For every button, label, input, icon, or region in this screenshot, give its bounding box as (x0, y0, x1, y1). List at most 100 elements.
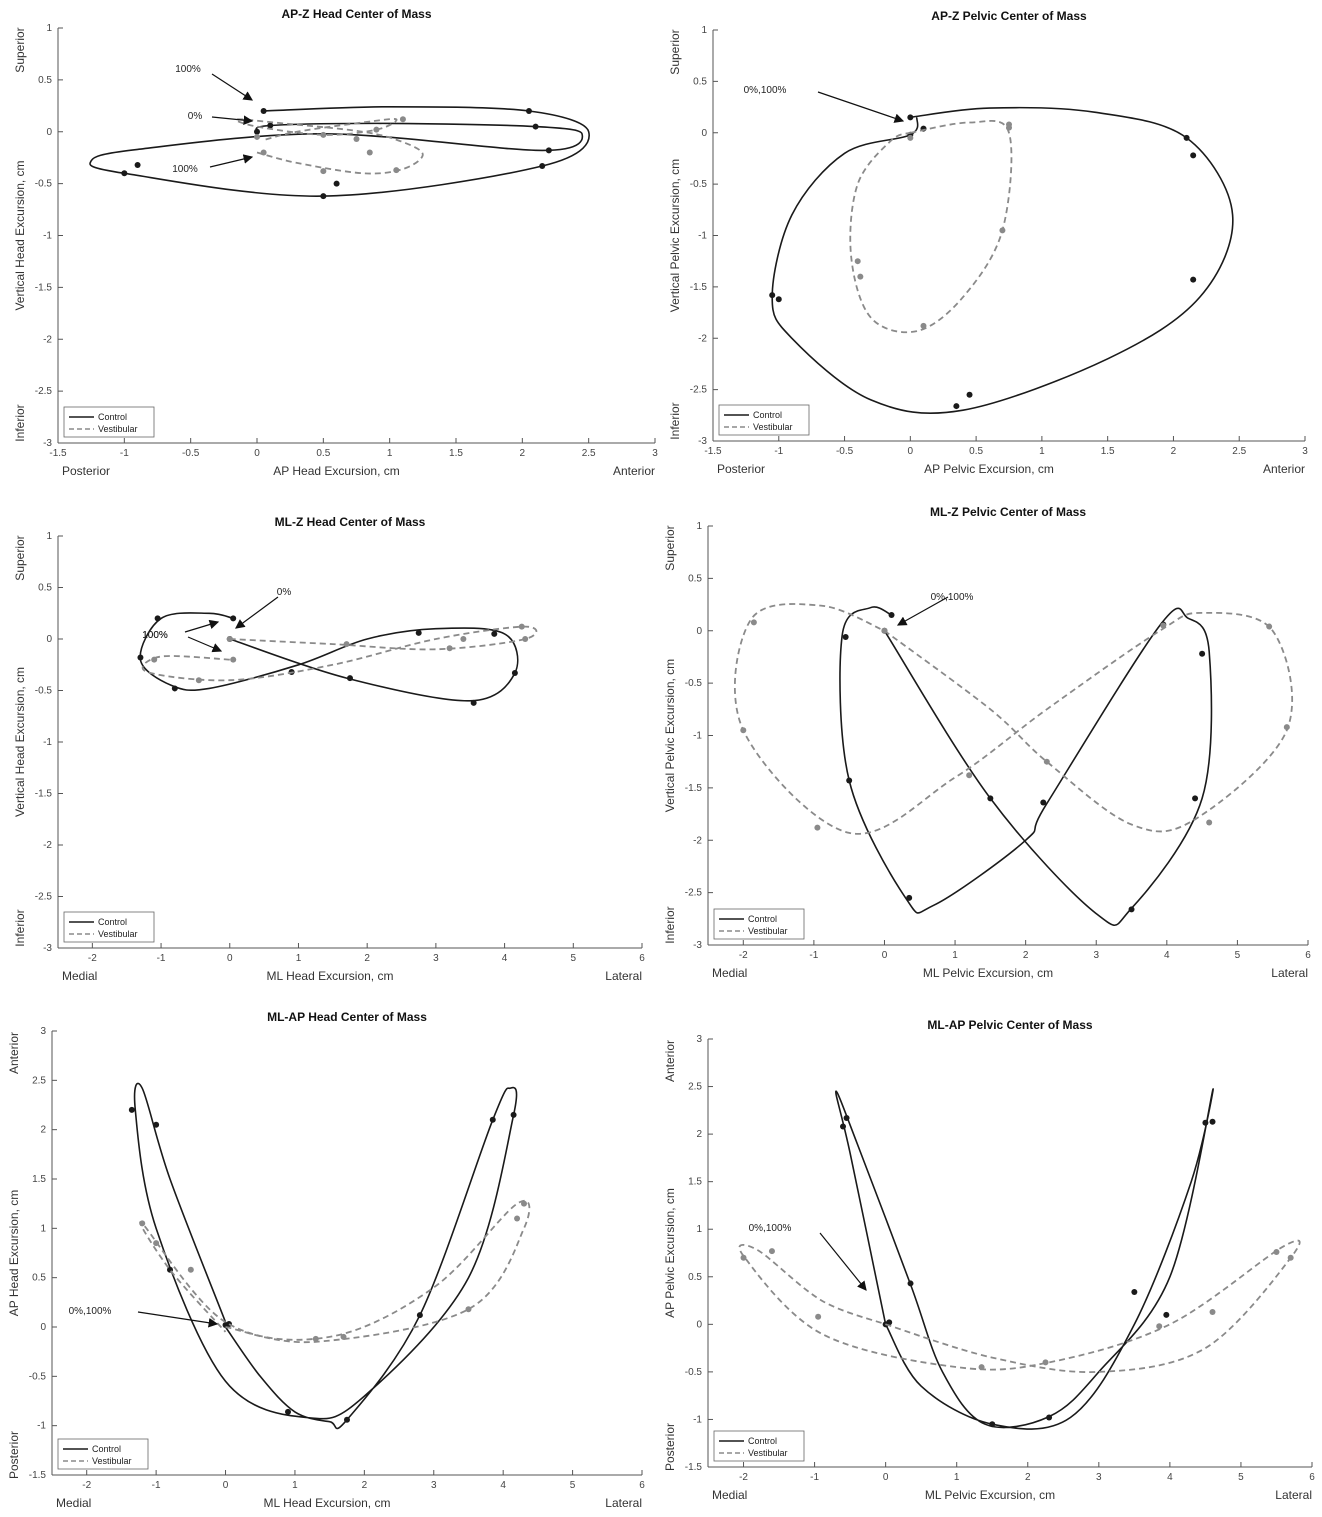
annotation-label: 0%,100% (744, 85, 787, 96)
legend-label-vestibular: Vestibular (748, 1448, 788, 1458)
y-tick-label: -1.5 (685, 1462, 703, 1473)
data-point-vestibular (740, 727, 747, 734)
x-tick-label: 3 (433, 953, 439, 964)
data-point-vestibular (814, 824, 821, 831)
data-point-control (840, 1123, 847, 1130)
data-point-control (775, 296, 782, 303)
x-tick-label: -2 (739, 1472, 748, 1483)
x-tick-label: 5 (571, 953, 577, 964)
data-point-vestibular (854, 258, 861, 265)
x-tick-label: -0.5 (182, 448, 200, 459)
x-tick-label: 4 (502, 953, 508, 964)
y-direction-label-high: Superior (13, 27, 27, 72)
x-tick-label: 2 (1023, 950, 1029, 961)
y-tick-label: -2.5 (35, 892, 53, 903)
data-point-vestibular (514, 1215, 521, 1222)
y-tick-label: -1.5 (35, 789, 53, 800)
legend-label-control: Control (753, 410, 782, 420)
y-tick-label: -3 (43, 438, 52, 449)
series-line-vestibular (738, 1239, 1301, 1374)
data-point-control (415, 629, 422, 636)
annotation-arrow (211, 115, 254, 125)
y-tick-label: 1 (696, 521, 702, 532)
legend-box (713, 908, 805, 940)
y-tick-label: 0 (696, 626, 702, 637)
y-direction-label-high: Superior (668, 29, 682, 74)
series-line-vestibular (733, 603, 1294, 835)
y-tick-label: 0 (701, 128, 707, 139)
data-point-vestibular (195, 677, 202, 684)
x-tick-label: 3 (1096, 1472, 1102, 1483)
y-tick-label: -0.5 (35, 686, 53, 697)
data-point-control (1192, 795, 1199, 802)
x-axis-label: ML Pelvic Excursion, cm (925, 1488, 1055, 1502)
data-point-control (1163, 1311, 1170, 1318)
y-tick-label: 1 (40, 1223, 46, 1234)
x-tick-label: -1 (810, 1472, 819, 1483)
data-point-control (769, 292, 776, 299)
data-point-control (128, 1106, 135, 1113)
y-tick-label: 0 (40, 1322, 46, 1333)
data-point-control (320, 193, 327, 200)
y-direction-label-high: Anterior (663, 1040, 677, 1082)
x-tick-label: 2 (364, 953, 370, 964)
x-direction-label-low: Posterior (62, 464, 110, 478)
data-point-control (843, 1114, 850, 1121)
y-direction-label-low: Inferior (668, 402, 682, 439)
x-axis-label: ML Pelvic Excursion, cm (923, 966, 1053, 980)
data-point-vestibular (343, 641, 350, 648)
y-tick-label: -1 (43, 737, 52, 748)
x-tick-label: -2 (88, 953, 97, 964)
chart-title: AP-Z Pelvic Center of Mass (931, 9, 1087, 23)
y-tick-label: -2 (693, 835, 702, 846)
data-point-control (907, 114, 914, 121)
data-point-control (888, 612, 895, 619)
legend-label-control: Control (92, 1444, 121, 1454)
data-point-control (1183, 134, 1190, 141)
annotation-arrow (817, 91, 905, 123)
chart-title: ML-AP Head Center of Mass (267, 1010, 427, 1024)
x-tick-label: 5 (1238, 1472, 1244, 1483)
x-direction-label-high: Lateral (1271, 966, 1308, 980)
data-point-control (987, 795, 994, 802)
data-point-control (1202, 1119, 1209, 1126)
x-tick-label: 5 (1235, 950, 1241, 961)
legend-box (718, 404, 810, 436)
x-tick-label: 1 (292, 1480, 298, 1491)
x-tick-label: 1 (387, 448, 393, 459)
data-point-vestibular (366, 149, 373, 156)
data-point-control (344, 1416, 350, 1423)
y-tick-label: -1.5 (29, 1470, 47, 1481)
series-line-control (835, 1088, 1214, 1430)
series-line-control (139, 612, 519, 702)
y-direction-label-high: Superior (663, 525, 677, 570)
series-line-vestibular (235, 118, 424, 175)
x-tick-label: 2 (520, 448, 526, 459)
x-direction-label-high: Lateral (605, 969, 642, 983)
data-point-vestibular (518, 623, 525, 630)
data-point-control (1046, 1414, 1053, 1421)
y-tick-label: -1 (698, 231, 707, 242)
y-tick-label: -0.5 (35, 179, 53, 190)
data-point-control (134, 161, 141, 168)
data-point-vestibular (1043, 758, 1050, 765)
x-tick-label: 1 (954, 1472, 960, 1483)
y-tick-label: -1 (693, 731, 702, 742)
x-tick-label: 0 (254, 448, 260, 459)
data-point-vestibular (966, 772, 973, 779)
y-tick-label: -2 (43, 840, 52, 851)
data-point-vestibular (881, 627, 888, 634)
data-point-vestibular (226, 636, 233, 642)
y-tick-label: 1.5 (32, 1174, 46, 1185)
y-tick-label: -3 (698, 436, 707, 447)
data-point-control (230, 615, 237, 622)
y-axis-label: Vertical Head Excursion, cm (13, 667, 27, 817)
x-tick-label: 3 (1093, 950, 1099, 961)
y-axis-label: Vertical Head Excursion, cm (13, 160, 27, 310)
annotation-label: 100% (172, 164, 198, 175)
data-point-vestibular (1160, 622, 1167, 629)
data-point-control (846, 777, 853, 784)
series-line-control (771, 106, 1234, 415)
data-point-vestibular (1042, 1359, 1049, 1366)
data-point-vestibular (1156, 1323, 1163, 1330)
